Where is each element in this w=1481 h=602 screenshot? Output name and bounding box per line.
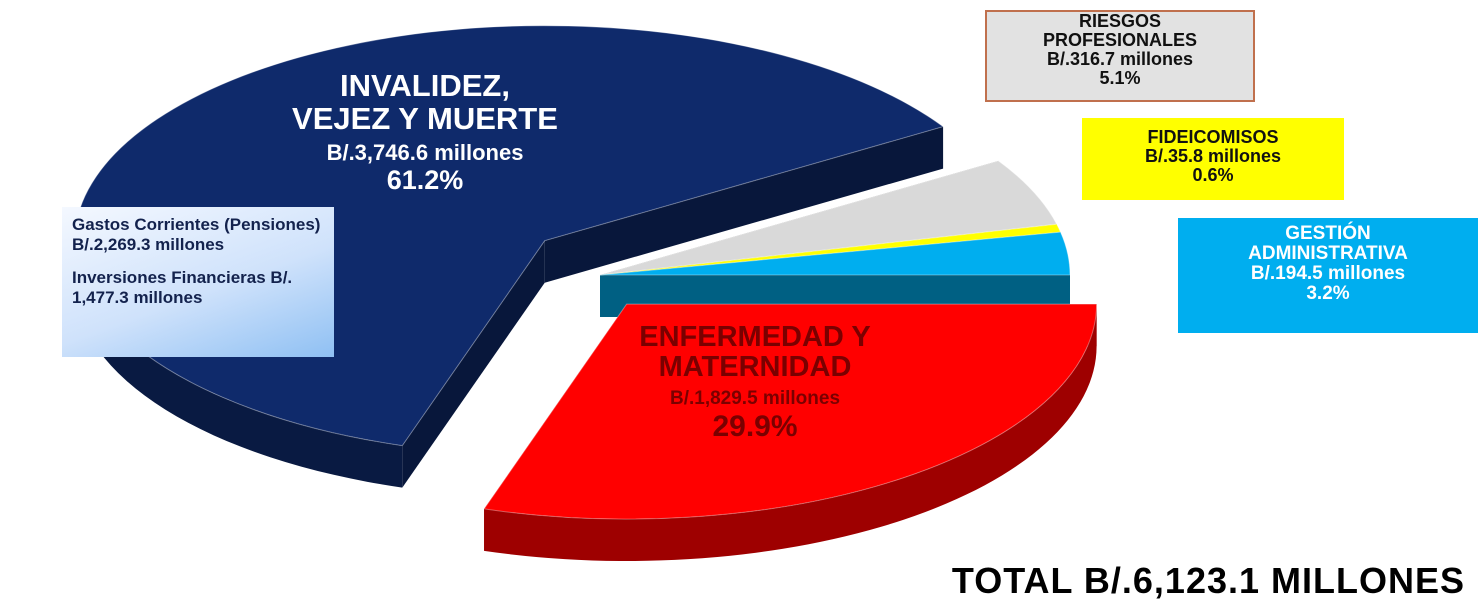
slice-label: ENFERMEDAD Y MATERNIDAD B/.1,829.5 millon… [545, 322, 965, 442]
total: TOTAL B/.6,123.1 MILLONES [951, 560, 1465, 601]
slice [599, 160, 1058, 276]
amount-label: B/.35.8 millones [1144, 145, 1282, 166]
amount-label: B/.1,829.5 millones [669, 387, 841, 409]
value-label: 3.2% [1306, 282, 1350, 304]
slice-label: RIESGOS PROFESIONALES B/.316.7 millones 5.… [985, 10, 1255, 102]
category-label: RIESGOS PROFESIONALES [1042, 11, 1198, 50]
slice-side [484, 304, 1097, 562]
value-label: 0.6% [1192, 164, 1234, 185]
slice [483, 303, 1098, 520]
note: Inversiones Financieras B/. 1,477.3 mill… [72, 267, 293, 308]
slice-side [74, 240, 403, 488]
value-label: 5.1% [1099, 67, 1141, 88]
note: Gastos Corrientes (Pensiones) B/.2,269.3… [72, 215, 321, 255]
category-label: INVALIDEZ, VEJEZ Y MUERTE [292, 68, 558, 136]
amount-label: B/.194.5 millones [1250, 262, 1406, 284]
slice [599, 231, 1071, 276]
slice-label: GESTIÓN ADMINISTRATIVA B/.194.5 millones 3… [1178, 218, 1478, 333]
value-label: 29.9% [712, 409, 798, 443]
slice [599, 223, 1062, 276]
notes-box: Gastos Corrientes (Pensiones) B/.2,269.3… [62, 207, 334, 357]
slice-wall [544, 126, 944, 283]
category-label: ENFERMEDAD Y MATERNIDAD [639, 321, 871, 384]
category-label: FIDEICOMISOS [1147, 127, 1279, 147]
slice-label: FIDEICOMISOS B/.35.8 millones 0.6% [1082, 118, 1344, 200]
slice-label: INVALIDEZ, VEJEZ Y MUERTE B/.3,746.6 mill… [215, 68, 635, 196]
amount-label: B/.316.7 millones [1046, 48, 1194, 69]
value-label: 61.2% [386, 165, 464, 196]
slice-wall [402, 240, 545, 488]
category-label: GESTIÓN ADMINISTRATIVA [1248, 223, 1408, 264]
amount-label: B/.3,746.6 millones [326, 140, 524, 166]
